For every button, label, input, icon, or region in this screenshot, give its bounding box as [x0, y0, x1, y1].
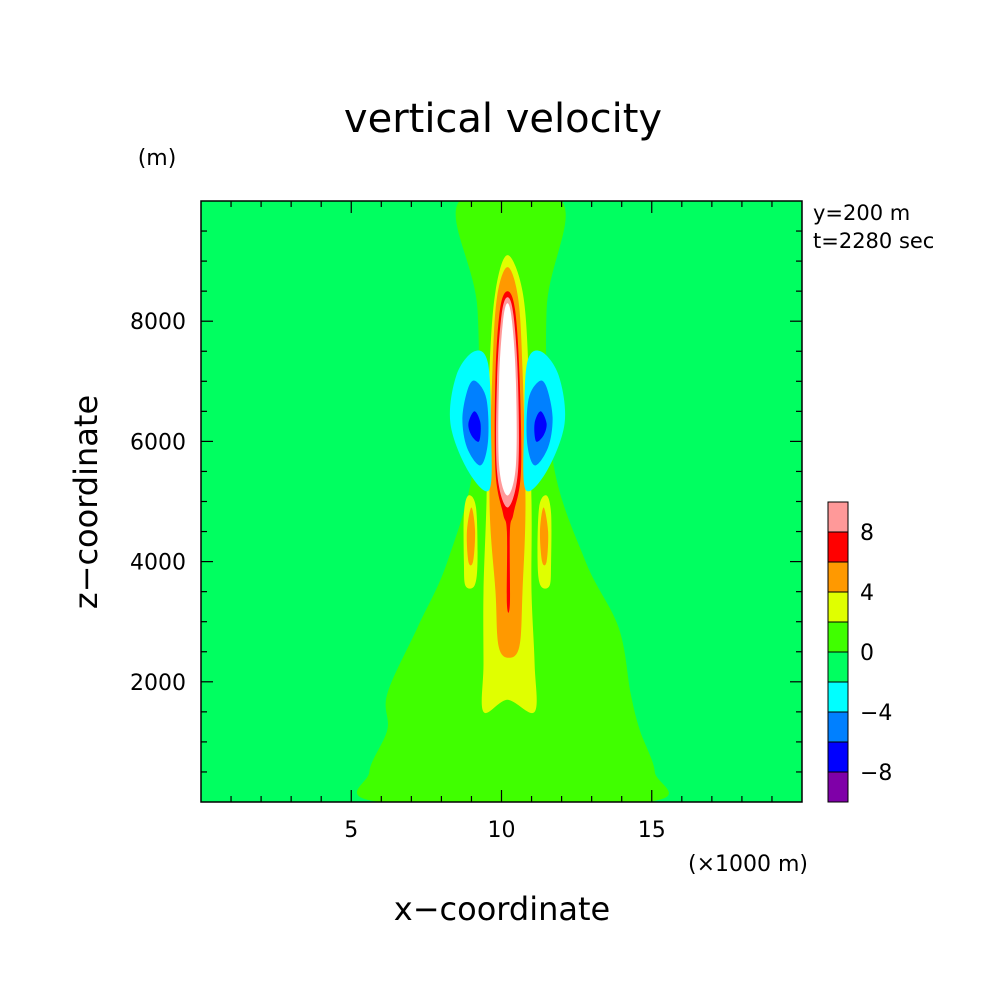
y-tick-label: 4000 [130, 551, 186, 576]
contour-fills [356, 201, 669, 802]
colorbar-tick-label: −8 [860, 761, 892, 786]
y-axis-label: z−coordinate [67, 395, 105, 609]
contour-region-11 [534, 411, 547, 442]
x-axis-label: x−coordinate [394, 890, 610, 928]
colorbar [827, 501, 849, 803]
colorbar-swatch [827, 501, 849, 533]
annotation-time: t=2280 sec [813, 229, 934, 253]
contour-region-8 [468, 411, 481, 442]
colorbar-tick-labels: −8 −4 0 4 8 [860, 521, 892, 786]
colorbar-swatch [827, 651, 849, 683]
plot-frame [200, 200, 803, 803]
y-tick-label: 6000 [130, 430, 186, 455]
colorbar-swatch [827, 711, 849, 743]
colorbar-tick-label: 4 [860, 581, 874, 606]
contour-region-13 [466, 507, 476, 566]
y-axis-ticks [201, 230, 802, 773]
x-axis-ticks [230, 201, 773, 802]
colorbar-tick-label: 0 [860, 641, 874, 666]
y-tick-label: 2000 [130, 671, 186, 696]
colorbar-tick-label: 8 [860, 521, 874, 546]
x-tick-label: 15 [638, 818, 666, 843]
y-tick-label: 8000 [130, 310, 186, 335]
annotation-y-position: y=200 m [813, 201, 910, 225]
colorbar-swatch [827, 591, 849, 623]
colorbar-swatch [827, 621, 849, 653]
colorbar-swatch [827, 531, 849, 563]
colorbar-swatch [827, 681, 849, 713]
x-tick-label: 10 [488, 818, 516, 843]
contour-region-5 [498, 303, 517, 496]
colorbar-swatch [827, 771, 849, 803]
x-unit-label: (×1000 m) [688, 852, 808, 877]
plot-area [200, 200, 803, 803]
x-axis-tick-labels: 5 10 15 [344, 818, 666, 843]
y-axis-tick-labels: 2000 4000 6000 8000 [130, 310, 186, 696]
colorbar-swatch [827, 561, 849, 593]
contour-region-15 [539, 507, 549, 566]
colorbar-swatch [827, 741, 849, 773]
chart-title: vertical velocity [344, 96, 662, 142]
x-tick-label: 5 [344, 818, 358, 843]
y-unit-label: (m) [138, 146, 177, 171]
colorbar-tick-label: −4 [860, 701, 892, 726]
